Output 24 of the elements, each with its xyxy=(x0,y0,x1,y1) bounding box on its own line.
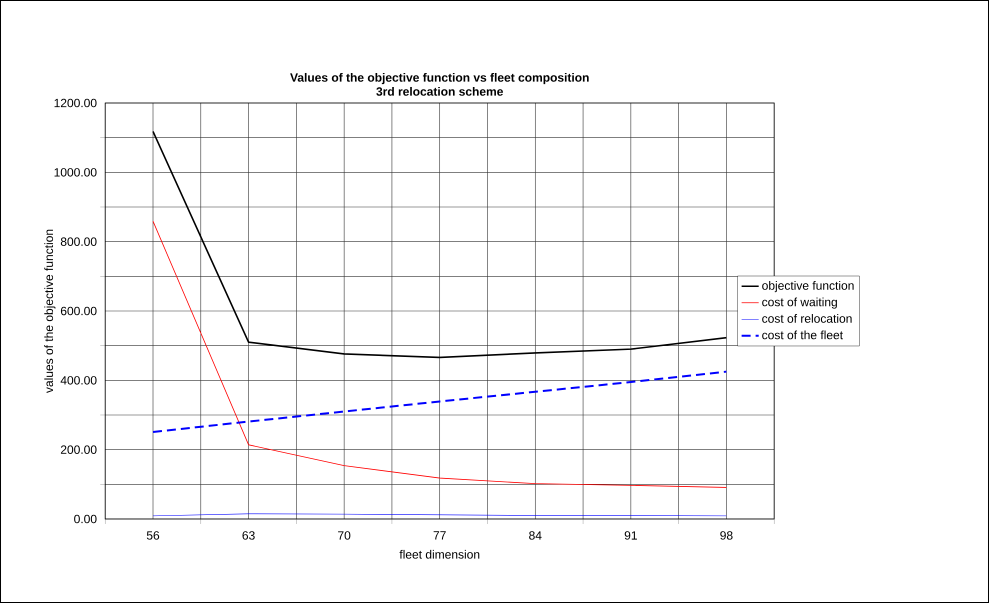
legend-label: cost of the fleet xyxy=(762,330,843,340)
y-tick-label: 1000.00 xyxy=(54,168,97,177)
legend-label: objective function xyxy=(762,281,854,292)
x-tick-label: 70 xyxy=(338,531,350,540)
legend-label: cost of waiting xyxy=(762,298,837,309)
y-tick-label: 200.00 xyxy=(60,445,97,454)
chart-title: Values of the objective function vs fleet composition xyxy=(290,72,589,84)
x-tick-label: 98 xyxy=(720,531,733,540)
x-tick-label: 91 xyxy=(624,531,637,540)
x-axis-title: fleet dimension xyxy=(400,550,480,559)
y-tick-label: 800.00 xyxy=(60,237,97,246)
y-tick-label: 600.00 xyxy=(60,306,97,316)
y-tick-label: 0.00 xyxy=(74,514,97,524)
chart-subtitle: 3rd relocation scheme xyxy=(376,86,503,96)
x-tick-label: 84 xyxy=(529,531,542,540)
y-tick-label: 1200.00 xyxy=(54,98,97,108)
y-tick-label: 400.00 xyxy=(60,376,97,385)
line-series xyxy=(152,130,728,358)
x-tick-label: 77 xyxy=(434,531,446,540)
y-axis-title: values of the objective function xyxy=(44,230,56,393)
x-tick-label: 56 xyxy=(146,531,160,540)
line-series xyxy=(152,220,727,488)
legend-label: cost of relocation xyxy=(762,314,852,323)
x-tick-label: 63 xyxy=(242,531,255,540)
